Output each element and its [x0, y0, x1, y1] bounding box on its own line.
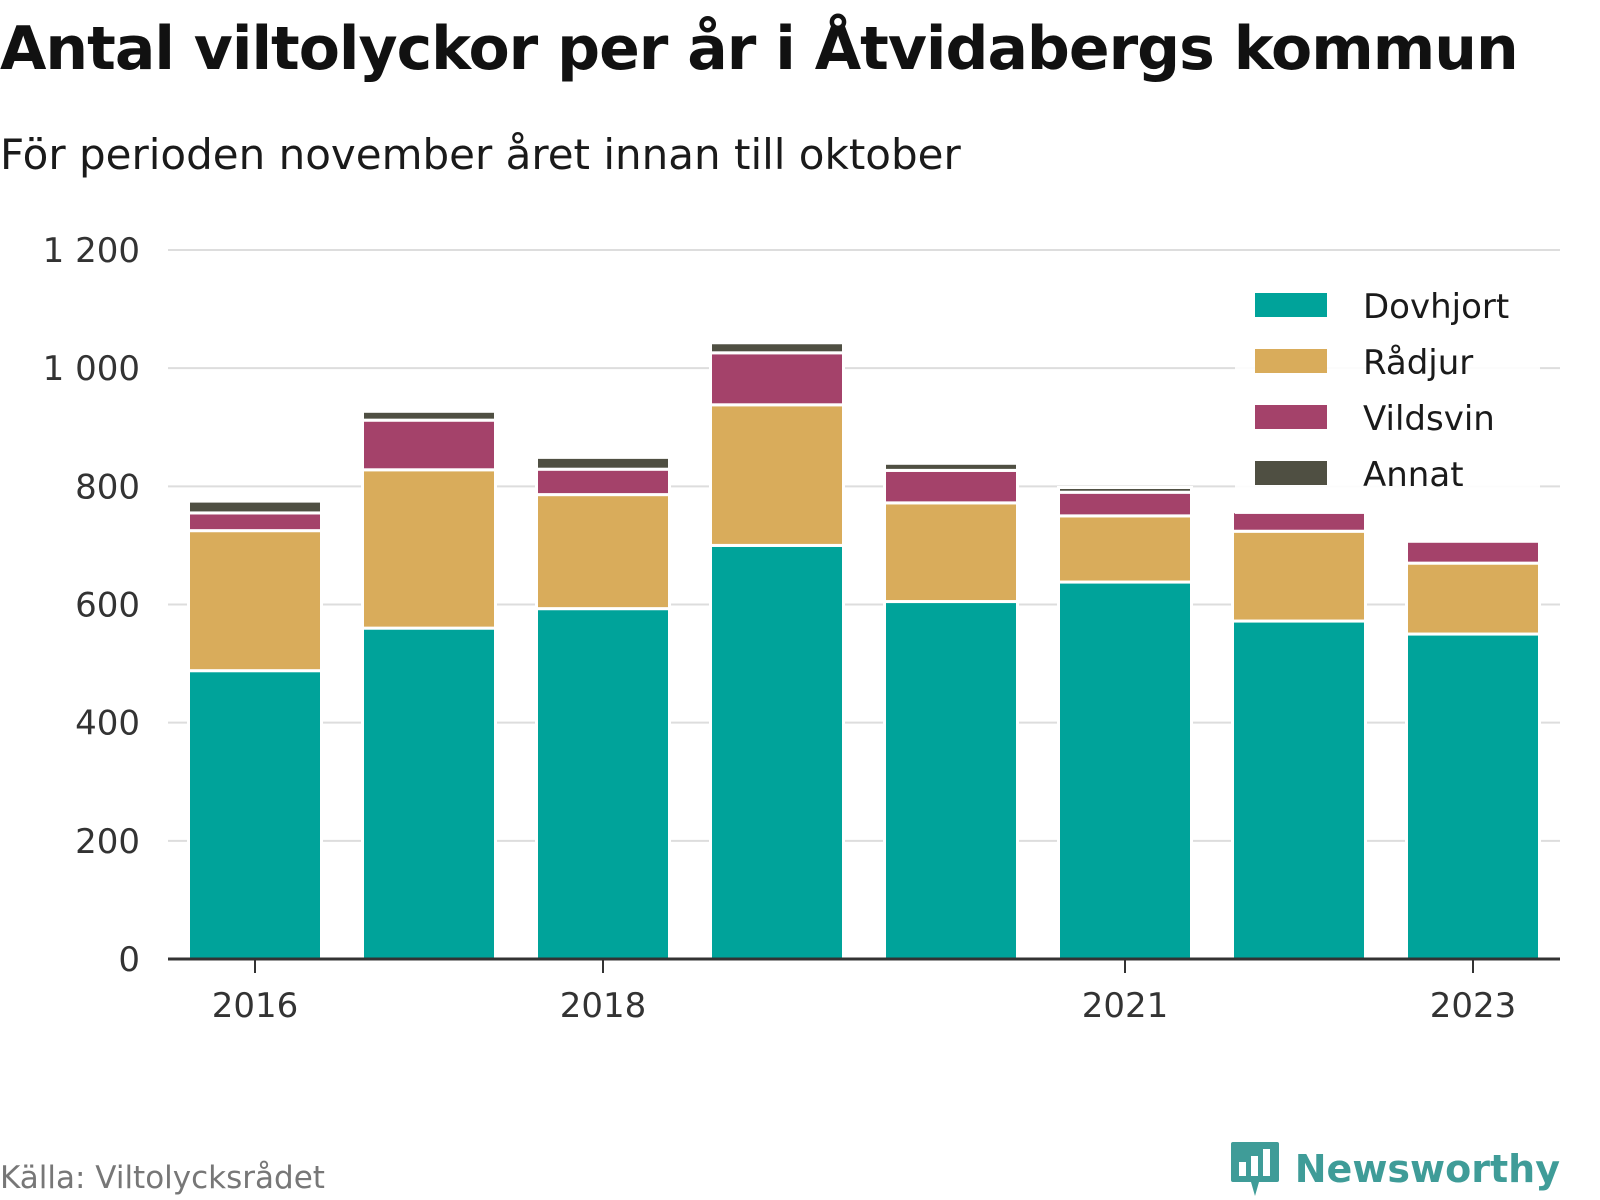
legend-label: Vildsvin — [1363, 399, 1495, 439]
bar-segment — [1231, 529, 1367, 623]
bar-segment — [535, 467, 671, 497]
bar-segment — [709, 351, 845, 407]
bar-segment — [361, 468, 497, 630]
legend-swatch — [1255, 349, 1327, 373]
bar-segment — [535, 607, 671, 961]
legend-swatch — [1255, 461, 1327, 485]
bar-segment — [187, 529, 323, 673]
bar-segment — [535, 493, 671, 611]
bar-segment — [1057, 514, 1193, 584]
bar-segment — [187, 669, 323, 961]
bar-segment — [883, 468, 1019, 505]
bar-segment — [883, 501, 1019, 604]
bar-segment — [1057, 486, 1193, 494]
stacked-bar-chart: 0 200 400 600 800 1 000 1 200 2016 2018 2021 2023 D… — [43, 231, 1560, 1026]
bar-segment — [709, 403, 845, 547]
chart-subtitle: För perioden november året innan till ok… — [0, 130, 961, 179]
legend-swatch — [1255, 405, 1327, 429]
bar-segment — [535, 455, 671, 471]
newsworthy-logo-icon — [1230, 1142, 1279, 1196]
bar-segment — [187, 499, 323, 515]
bar-segment — [1057, 580, 1193, 961]
bar-segment — [1231, 510, 1367, 533]
brand-name: Newsworthy — [1294, 1147, 1560, 1191]
bar-segment — [361, 418, 497, 472]
brand-logo: Newsworthy — [1229, 1140, 1560, 1198]
x-tick-label: 2018 — [560, 986, 647, 1026]
x-tick-label: 2021 — [1082, 986, 1169, 1026]
bar-segment — [883, 461, 1019, 472]
y-tick-label: 1 200 — [43, 231, 140, 271]
bar-segment — [361, 626, 497, 961]
y-tick-label: 1 000 — [43, 349, 140, 389]
bar-segment — [1405, 561, 1541, 636]
x-tick-label: 2016 — [212, 986, 299, 1026]
bar-segment — [187, 511, 323, 533]
source-note: Källa: Viltolycksrådet — [0, 1160, 325, 1196]
bar-segment — [709, 543, 845, 961]
bar-segment — [883, 600, 1019, 961]
legend-label: Dovhjort — [1363, 287, 1509, 327]
x-tick-label: 2023 — [1430, 986, 1517, 1026]
chart-title: Antal viltolyckor per år i Åtvidabergs k… — [0, 14, 1519, 84]
bar-segment — [1405, 632, 1541, 961]
legend-swatch — [1255, 293, 1327, 317]
y-tick-label: 0 — [118, 940, 140, 980]
y-tick-label: 800 — [75, 467, 140, 507]
bar-segment — [709, 341, 845, 355]
bar-segment — [1405, 539, 1541, 565]
bar-segment — [1057, 490, 1193, 518]
legend-label: Rådjur — [1363, 343, 1473, 383]
bar-segment — [1231, 619, 1367, 961]
y-tick-label: 200 — [75, 822, 140, 862]
y-tick-label: 600 — [75, 586, 140, 626]
bar-segment — [361, 409, 497, 422]
y-tick-label: 400 — [75, 704, 140, 744]
legend-label: Annat — [1363, 455, 1464, 495]
